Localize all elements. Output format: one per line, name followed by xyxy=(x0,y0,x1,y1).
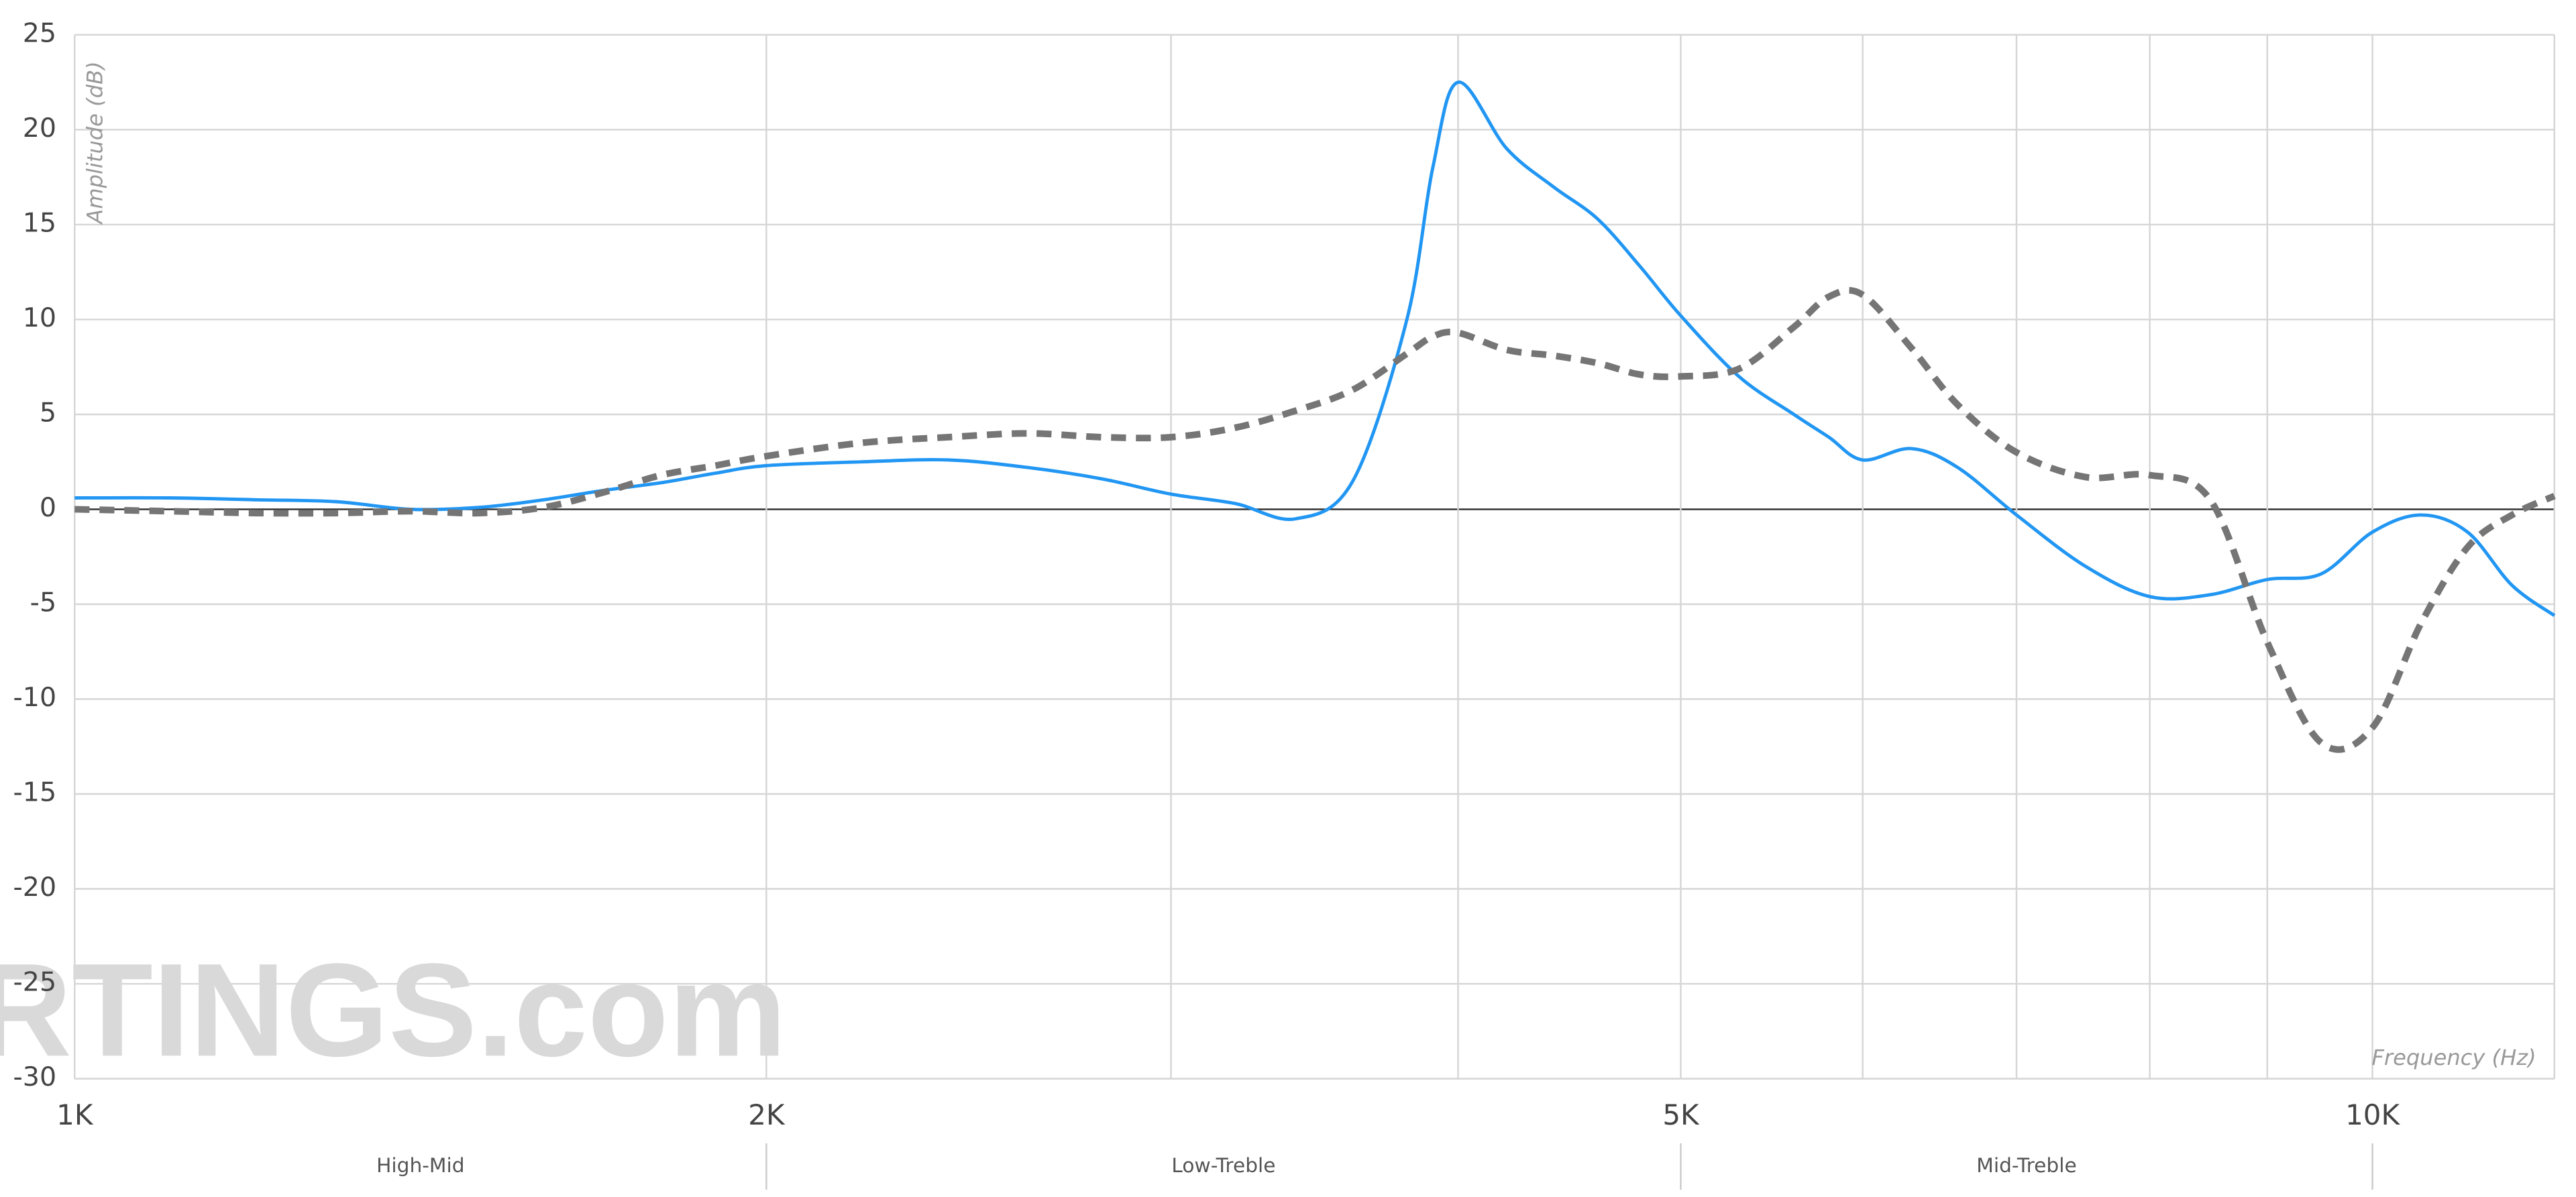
y-tick-label: 20 xyxy=(23,113,56,144)
series-line xyxy=(74,80,2556,617)
y-tick-label: 10 xyxy=(23,302,56,333)
x-tick-label: 5K xyxy=(1662,1098,1700,1131)
watermark: RTINGS.com xyxy=(0,935,786,1084)
band-label: Low-Treble xyxy=(1171,1153,1275,1177)
y-tick-label: 25 xyxy=(23,17,56,48)
y-tick-label: -20 xyxy=(13,872,57,903)
y-axis-label: Amplitude (dB) xyxy=(82,61,107,225)
series-line xyxy=(74,286,2556,753)
y-tick-label: 0 xyxy=(40,492,56,523)
y-tick-label: -30 xyxy=(13,1062,57,1092)
y-tick-label: -5 xyxy=(30,587,56,618)
y-tick-label: 15 xyxy=(23,207,56,238)
x-tick-label: 2K xyxy=(748,1098,786,1131)
y-tick-label: -15 xyxy=(13,777,57,808)
y-tick-label: -25 xyxy=(13,967,57,998)
band-label: High-Mid xyxy=(376,1153,464,1177)
x-tick-label: 10K xyxy=(2345,1098,2400,1131)
y-tick-label: 5 xyxy=(40,397,56,428)
y-tick-label: -10 xyxy=(13,682,57,713)
x-axis-label: Frequency (Hz) xyxy=(2371,1045,2536,1070)
band-label: Mid-Treble xyxy=(1976,1153,2076,1177)
x-tick-label: 1K xyxy=(56,1098,94,1131)
